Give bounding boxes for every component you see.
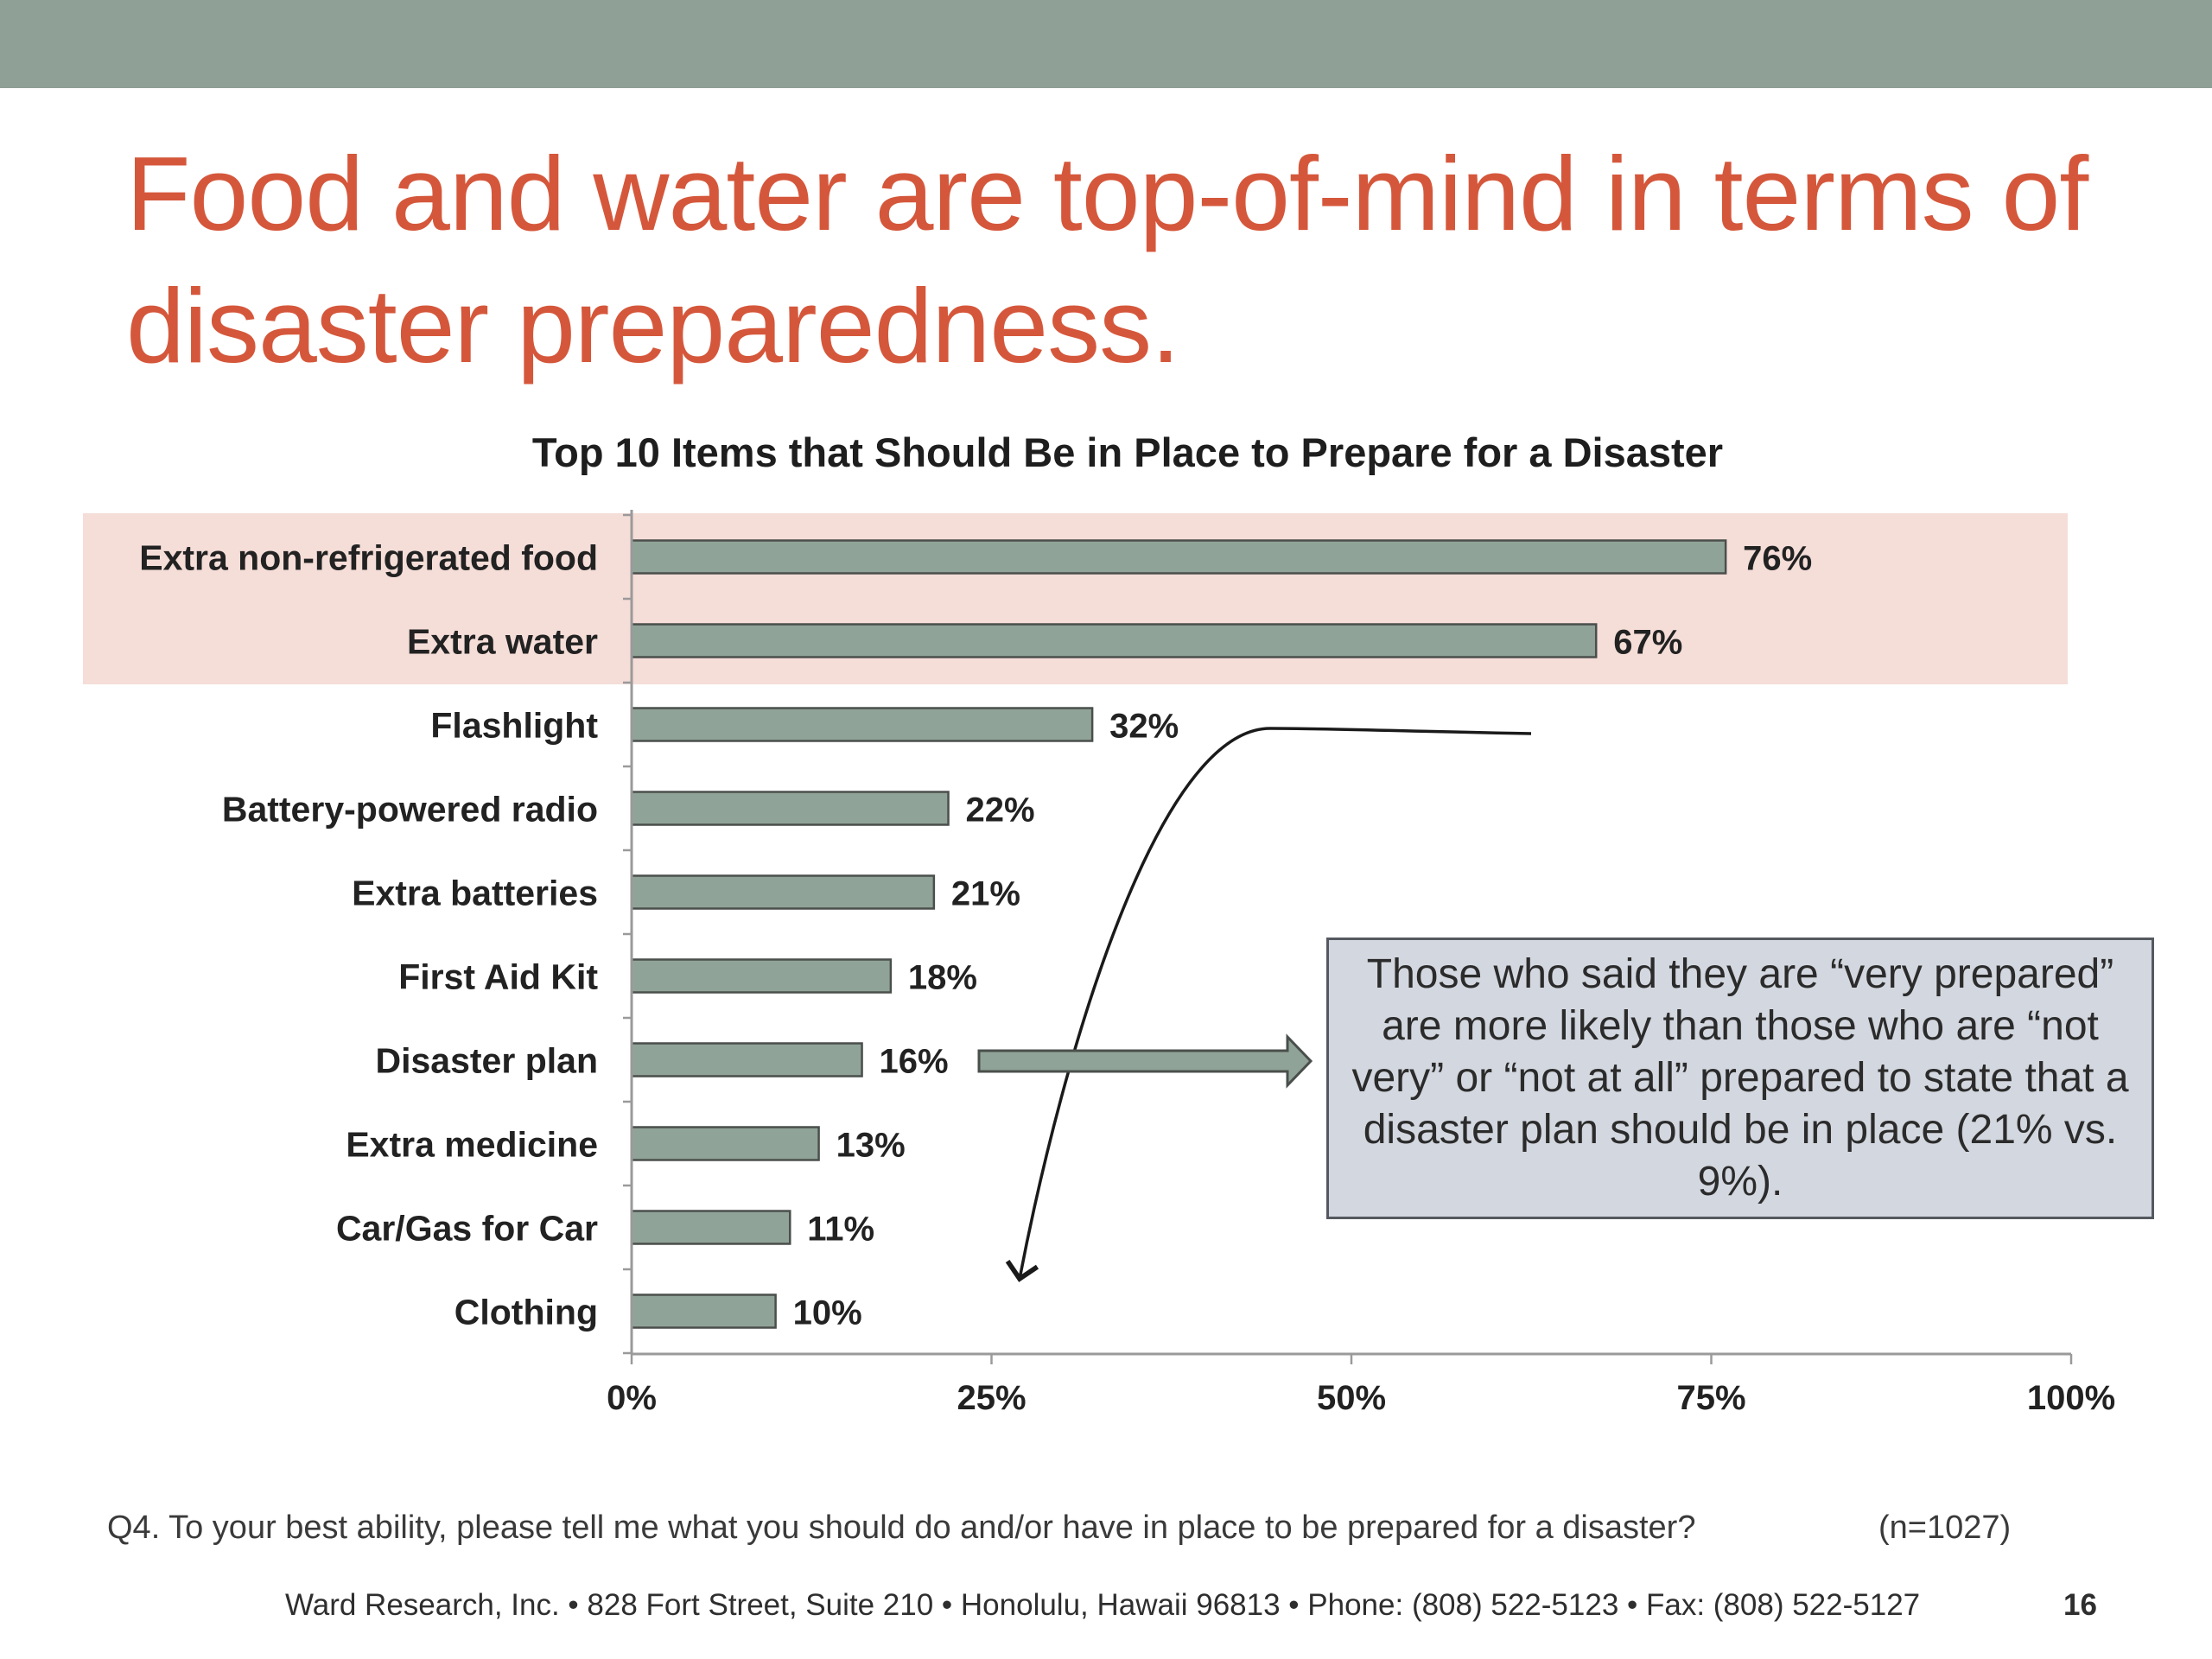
bar <box>630 1294 777 1329</box>
data-label: 67% <box>1613 624 1682 662</box>
category-label: Flashlight <box>430 706 598 746</box>
bar <box>630 539 1727 575</box>
x-tick-label: 50% <box>1317 1379 1386 1417</box>
bar <box>630 1210 791 1245</box>
bar-chart: Top 10 Items that Should Be in Place to … <box>83 429 2115 1417</box>
slide-title: Food and water are top-of-mind in terms … <box>126 135 2088 385</box>
data-label: 11% <box>807 1211 874 1249</box>
category-label: Extra medicine <box>346 1125 598 1165</box>
question-footnote: Q4. To your best ability, please tell me… <box>107 1510 1696 1546</box>
category-label: First Aid Kit <box>398 957 598 997</box>
data-label: 13% <box>836 1127 906 1165</box>
category-label: Battery-powered radio <box>222 790 598 830</box>
category-label: Disaster plan <box>376 1041 599 1081</box>
data-label: 76% <box>1743 540 1812 578</box>
bar <box>630 623 1598 658</box>
category-label: Extra batteries <box>352 874 598 913</box>
bar <box>630 1042 863 1077</box>
x-axis: 0% 25% 50% 75% 100% <box>607 510 2115 1417</box>
data-label: 21% <box>951 875 1020 913</box>
data-label: 16% <box>880 1043 949 1081</box>
contact-footer: Ward Research, Inc. • 828 Fort Street, S… <box>285 1588 1921 1622</box>
curved-arrow <box>1005 727 1532 1282</box>
callout-box: Those who said they are “very prepared” … <box>1326 938 2154 1219</box>
category-label: Extra non-refrigerated food <box>139 538 598 578</box>
sample-size: (n=1027) <box>1878 1510 2012 1546</box>
chart-title: Top 10 Items that Should Be in Place to … <box>532 429 1723 475</box>
callout-arrow <box>977 1033 1313 1089</box>
data-label: 10% <box>793 1294 862 1332</box>
page-number: 16 <box>2063 1588 2097 1622</box>
callout-text: Those who said they are “very prepared” … <box>1351 951 2129 1205</box>
bar <box>630 707 1094 742</box>
bars-layer: Extra non-refrigerated food 76% Extra wate… <box>139 538 1812 1332</box>
bar <box>630 874 936 910</box>
bar <box>630 791 950 826</box>
chart-svg: Top 10 Items that Should Be in Place to … <box>83 429 2115 1417</box>
x-tick-label: 100% <box>2027 1379 2115 1417</box>
x-tick-label: 25% <box>957 1379 1026 1417</box>
bar <box>630 1126 820 1161</box>
x-tick-label: 0% <box>607 1379 657 1417</box>
data-label: 18% <box>908 959 977 997</box>
data-label: 32% <box>1109 708 1179 746</box>
bar <box>630 958 893 994</box>
header-band <box>0 0 2212 88</box>
category-label: Clothing <box>454 1293 598 1332</box>
category-label: Extra water <box>407 622 598 662</box>
data-label: 22% <box>966 791 1035 830</box>
x-tick-label: 75% <box>1676 1379 1745 1417</box>
category-label: Car/Gas for Car <box>336 1209 598 1249</box>
